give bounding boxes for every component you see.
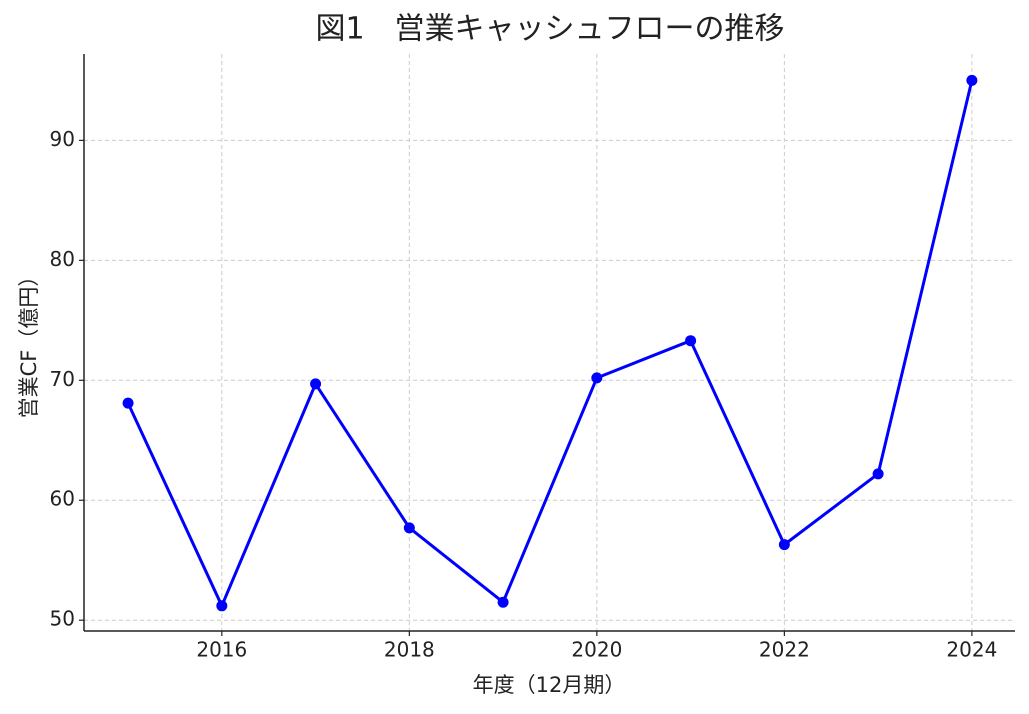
x-tick-label: 2024 <box>946 638 997 662</box>
y-tick-label: 50 <box>50 607 75 631</box>
point <box>310 378 322 390</box>
point <box>966 74 978 86</box>
point <box>685 335 697 347</box>
x-tick-label: 2022 <box>759 638 810 662</box>
point <box>216 600 228 612</box>
point <box>872 468 884 480</box>
y-tick-label: 70 <box>50 367 75 391</box>
chart-title: 図1 営業キャッシュフローの推移 <box>315 12 784 47</box>
x-tick-label: 2018 <box>384 638 435 662</box>
y-tick-label: 60 <box>50 487 75 511</box>
point <box>497 596 509 608</box>
point <box>591 372 603 384</box>
line <box>126 80 974 608</box>
x-axis-label: 年度（12月期） <box>473 673 626 697</box>
point <box>778 539 790 551</box>
point <box>403 522 415 534</box>
y-tick-label: 80 <box>50 247 75 271</box>
point <box>122 397 134 409</box>
y-tick-label: 90 <box>50 127 75 151</box>
x-tick-label: 2020 <box>571 638 622 662</box>
y-axis-label: 営業CF（億円） <box>17 266 41 419</box>
x-tick-label: 2016 <box>196 638 247 662</box>
